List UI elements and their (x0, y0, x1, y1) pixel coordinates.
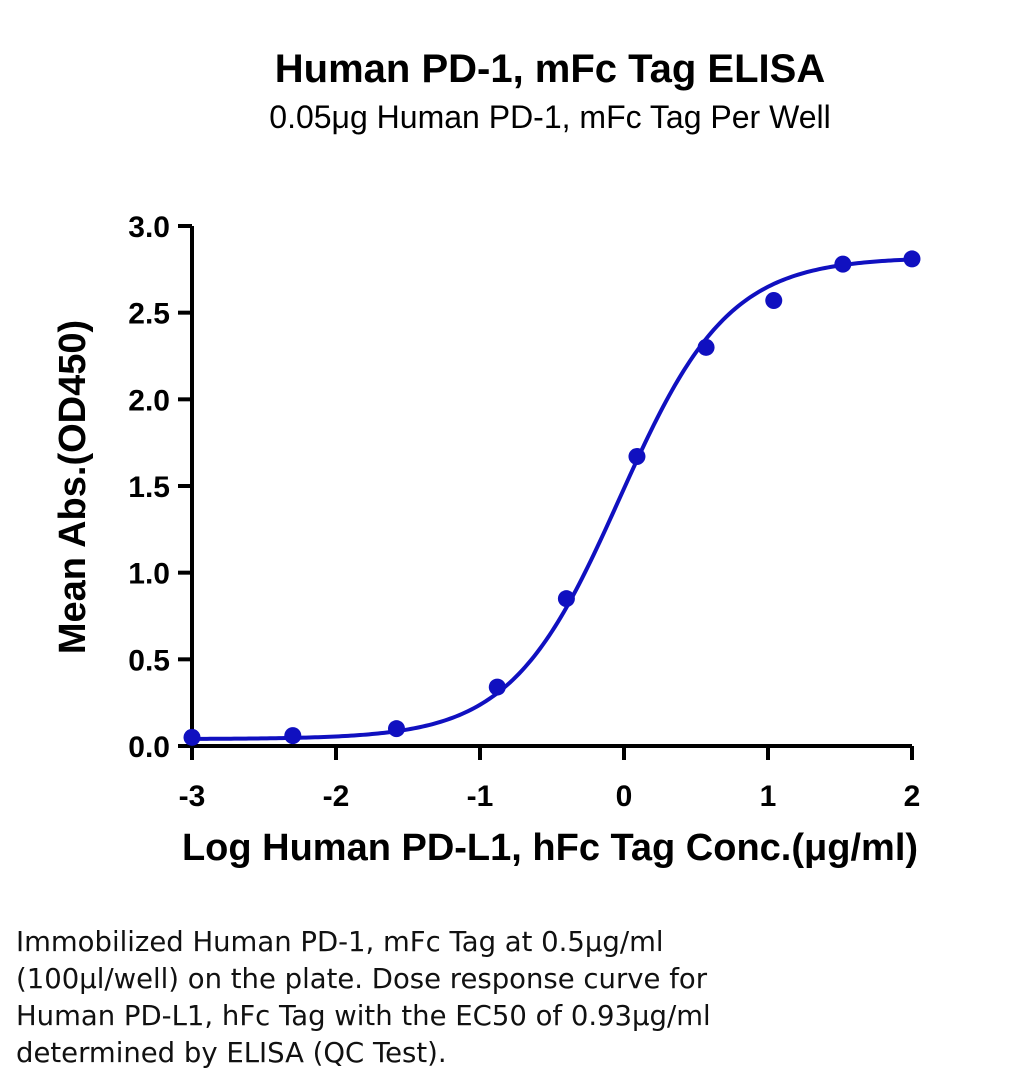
chart-subtitle: 0.05μg Human PD-1, mFc Tag Per Well (269, 99, 830, 135)
figure-caption: Immobilized Human PD-1, mFc Tag at 0.5μg… (16, 926, 711, 1069)
data-point (488, 678, 506, 696)
y-axis: 0.0 0.5 1.0 1.5 2.0 2.5 3.0 (128, 211, 194, 764)
data-point (628, 448, 646, 466)
x-axis-label: Log Human PD-L1, hFc Tag Conc.(μg/ml) (182, 827, 918, 869)
x-tick-label: -3 (179, 780, 206, 813)
x-tick-label: 1 (760, 780, 777, 813)
data-point (697, 338, 715, 356)
x-tick-label: 2 (904, 780, 921, 813)
data-point (183, 728, 201, 746)
x-tick-label: -1 (467, 780, 494, 813)
data-point (284, 727, 302, 745)
data-point (834, 255, 852, 273)
data-point (557, 590, 575, 608)
y-tick-label: 2.5 (128, 298, 170, 331)
y-tick-label: 0.0 (128, 731, 170, 764)
data-points (183, 250, 921, 746)
fit-curve-line (191, 257, 913, 741)
data-point (765, 292, 783, 310)
y-tick-label: 2.0 (128, 384, 170, 417)
chart-title: Human PD-1, mFc Tag ELISA (275, 47, 825, 91)
y-tick-label: 1.0 (128, 558, 170, 591)
x-tick-label: 0 (616, 780, 633, 813)
y-tick-label: 1.5 (128, 471, 170, 504)
y-axis-label: Mean Abs.(OD450) (52, 320, 94, 654)
x-tick-label: -2 (323, 780, 350, 813)
y-tick-label: 3.0 (128, 211, 170, 244)
elisa-dose-response-chart: Human PD-1, mFc Tag ELISA 0.05μg Human P… (52, 47, 921, 869)
x-axis: -3 -2 -1 0 1 2 (179, 744, 921, 813)
data-point (387, 720, 405, 738)
data-point (903, 250, 921, 268)
y-tick-label: 0.5 (128, 644, 170, 677)
